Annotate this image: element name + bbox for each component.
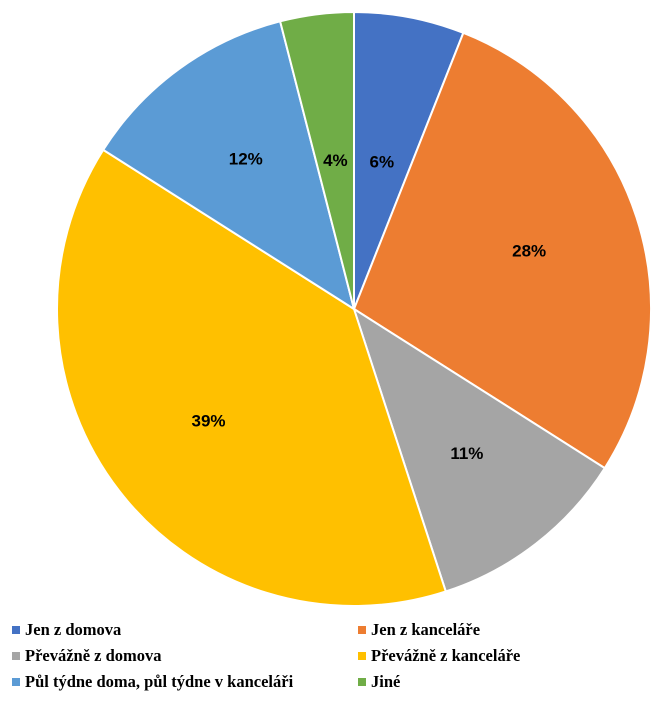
- data-label-0: 6%: [370, 153, 395, 172]
- data-label-2: 11%: [450, 444, 483, 463]
- legend-label-1: Jen z kanceláře: [371, 620, 481, 639]
- pie-chart: 6% 28% 11% 39% 12% 4%: [56, 10, 651, 607]
- legend-item-3: Převážně z kanceláře: [358, 646, 520, 666]
- legend-item-2: Převážně z domova: [12, 646, 162, 666]
- legend-swatch-5: [358, 678, 366, 686]
- pie-slice-5: [278, 10, 355, 310]
- data-label-4: 12%: [229, 150, 263, 169]
- chart-legend: Jen z domova Jen z kanceláře Převážně z do…: [12, 620, 647, 698]
- legend-item-5: Jiné: [358, 672, 400, 692]
- legend-item-0: Jen z domova: [12, 620, 121, 640]
- legend-label-0: Jen z domova: [25, 620, 122, 639]
- pie-slices: [56, 10, 651, 607]
- legend-item-1: Jen z kanceláře: [358, 620, 480, 640]
- data-label-3: 39%: [191, 411, 225, 430]
- pie-slice-3: [56, 148, 448, 607]
- pie-data-labels: 6% 28% 11% 39% 12% 4%: [191, 150, 546, 463]
- legend-label-5: Jiné: [371, 672, 401, 691]
- legend-swatch-0: [12, 626, 20, 634]
- data-label-1: 28%: [512, 242, 546, 261]
- legend-swatch-1: [358, 626, 366, 634]
- legend-item-4: Půl týdne doma, půl týdne v kanceláři: [12, 672, 293, 692]
- legend-label-2: Převážně z domova: [25, 646, 162, 665]
- legend-swatch-4: [12, 678, 20, 686]
- legend-label-4: Půl týdne doma, půl týdne v kanceláři: [25, 672, 294, 691]
- legend-label-3: Převážně z kanceláře: [371, 646, 521, 665]
- legend-swatch-3: [358, 652, 366, 660]
- data-label-5: 4%: [323, 151, 348, 170]
- pie-slice-1: [352, 31, 651, 470]
- legend-swatch-2: [12, 652, 20, 660]
- pie-slice-4: [101, 20, 356, 312]
- pie-slice-2: [352, 306, 607, 593]
